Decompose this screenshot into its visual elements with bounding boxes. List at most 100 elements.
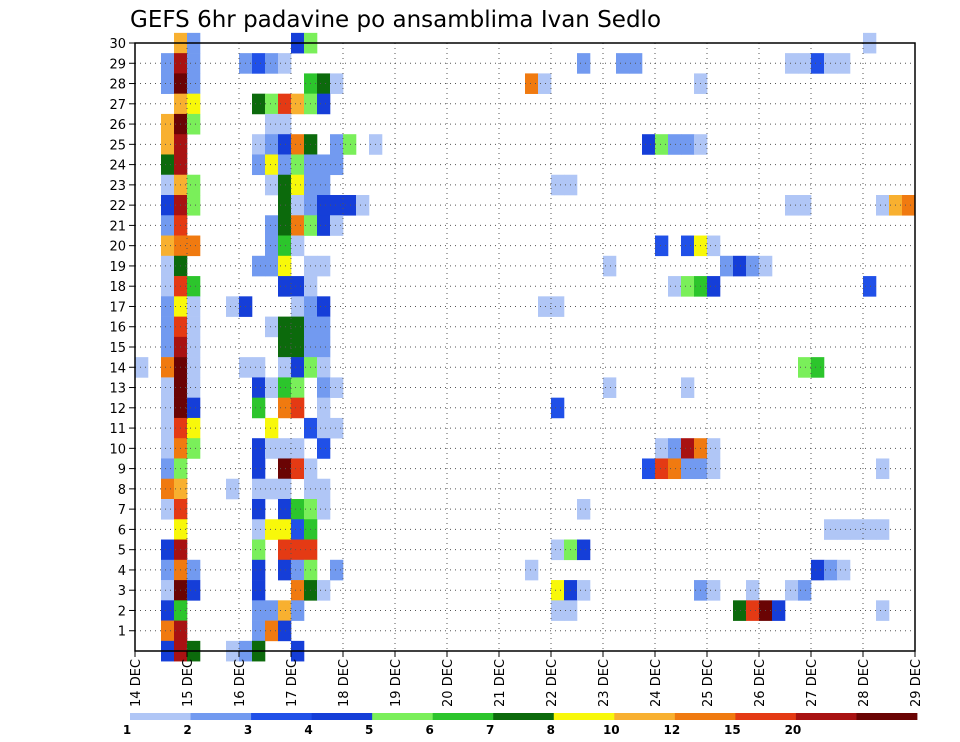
- heatmap-cell: [265, 154, 279, 176]
- heatmap-cell: [876, 519, 890, 540]
- colorbar-bin: [553, 713, 615, 720]
- y-tick-label: 17: [109, 300, 126, 315]
- heatmap-cell: [317, 255, 331, 277]
- colorbar-bin: [251, 713, 313, 720]
- heatmap-cell: [265, 235, 279, 257]
- heatmap-cell: [577, 53, 591, 74]
- heatmap-cell: [278, 215, 292, 236]
- heatmap-cell: [161, 377, 175, 398]
- heatmap-cell: [187, 93, 201, 115]
- heatmap-cell: [161, 154, 175, 176]
- heatmap-cell: [863, 519, 877, 540]
- colorbar-bin: [190, 713, 252, 720]
- heatmap-cell: [161, 73, 175, 94]
- heatmap-cell: [707, 580, 721, 601]
- heatmap-cell: [551, 600, 565, 621]
- x-tick-label: 27 DEC: [805, 659, 820, 707]
- heatmap-cell: [616, 53, 630, 74]
- heatmap-cell: [902, 195, 916, 216]
- heatmap-cell: [668, 438, 682, 459]
- y-tick-label: 4: [118, 564, 126, 579]
- heatmap-cell: [278, 377, 292, 398]
- y-axis: 1234567891011121314151617181920212223242…: [109, 37, 135, 640]
- heatmap-cell: [668, 134, 682, 155]
- heatmap-cell: [317, 397, 331, 419]
- x-axis: 14 DEC 15 DEC 16 DEC 17 DEC 18 DEC 19 DEC 20 D…: [129, 651, 924, 707]
- heatmap-cell: [850, 519, 864, 540]
- heatmap-cell: [161, 53, 175, 74]
- colorbar-bin: [856, 713, 918, 720]
- heatmap-cell: [577, 580, 591, 601]
- colorbar-bin: [674, 713, 736, 720]
- heatmap-cell: [798, 357, 812, 378]
- heatmap-cell: [187, 195, 201, 216]
- x-tick-label: 17 DEC: [285, 659, 300, 707]
- heatmap-cell: [291, 559, 305, 581]
- heatmap-cell: [252, 53, 266, 74]
- heatmap-cell: [278, 235, 292, 257]
- heatmap-cell: [252, 438, 266, 459]
- heatmap-cell: [278, 134, 292, 155]
- x-tick-label: 16 DEC: [233, 659, 248, 707]
- x-tick-label: 28 DEC: [857, 659, 872, 707]
- heatmap-cell: [187, 276, 201, 297]
- heatmap-cell: [876, 195, 890, 216]
- heatmap-cell: [278, 195, 292, 216]
- x-tick-label: 21 DEC: [493, 659, 508, 707]
- heatmap-cell: [226, 296, 240, 317]
- heatmap-cell: [161, 235, 175, 257]
- heatmap-cell: [746, 255, 760, 277]
- heatmap-cell: [811, 559, 825, 581]
- heatmap-cell: [785, 53, 799, 74]
- heatmap-cell: [291, 539, 305, 561]
- y-tick-label: 24: [109, 159, 126, 174]
- heatmap-cell: [356, 195, 370, 216]
- heatmap-cell: [265, 134, 279, 155]
- heatmap-cell: [252, 255, 266, 277]
- heatmap-cell: [252, 134, 266, 155]
- colorbar-label: 1: [123, 723, 131, 737]
- heatmap-cell: [187, 113, 201, 135]
- heatmap-cell: [317, 215, 331, 236]
- colorbar-label: 7: [486, 723, 494, 737]
- heatmap-cell: [278, 499, 292, 520]
- y-tick-label: 19: [109, 260, 126, 275]
- heatmap-cell: [317, 580, 331, 601]
- heatmap-cell: [317, 174, 331, 196]
- heatmap-cell: [551, 174, 565, 196]
- heatmap-cell: [291, 134, 305, 155]
- heatmap-cell: [278, 154, 292, 176]
- y-tick-label: 15: [109, 341, 126, 356]
- heatmap-cell: [746, 580, 760, 601]
- heatmap-cell: [681, 134, 695, 155]
- heatmap-cell: [876, 458, 890, 480]
- heatmap-cell: [265, 519, 279, 540]
- heatmap-cell: [265, 417, 279, 439]
- heatmap-cell: [278, 316, 292, 338]
- heatmap-cell: [330, 73, 344, 94]
- heatmap-cell: [161, 174, 175, 196]
- heatmap-cell: [668, 458, 682, 480]
- heatmap-cell: [265, 174, 279, 196]
- heatmap-cell: [187, 357, 201, 378]
- heatmap-cell: [551, 539, 565, 561]
- heatmap-cell: [161, 357, 175, 378]
- colorbar-label: 8: [547, 723, 555, 737]
- heatmap-cell: [265, 93, 279, 115]
- heatmap-cell: [330, 377, 344, 398]
- y-tick-label: 29: [109, 57, 126, 72]
- colorbar-bin: [735, 713, 797, 720]
- heatmap-cell: [317, 377, 331, 398]
- heatmap-cell: [252, 357, 266, 378]
- chart-title: GEFS 6hr padavine po ansamblima Ivan Sed…: [130, 7, 661, 33]
- heatmap-cell: [603, 255, 617, 277]
- heatmap-cell: [837, 559, 851, 581]
- heatmap-cell: [603, 377, 617, 398]
- heatmap-cell: [317, 357, 331, 378]
- heatmap-cell: [161, 600, 175, 621]
- y-tick-label: 6: [118, 523, 126, 538]
- heatmap-cell: [525, 73, 539, 94]
- heatmap-cell: [161, 478, 175, 500]
- heatmap-cell: [187, 417, 201, 439]
- y-tick-label: 1: [118, 625, 126, 640]
